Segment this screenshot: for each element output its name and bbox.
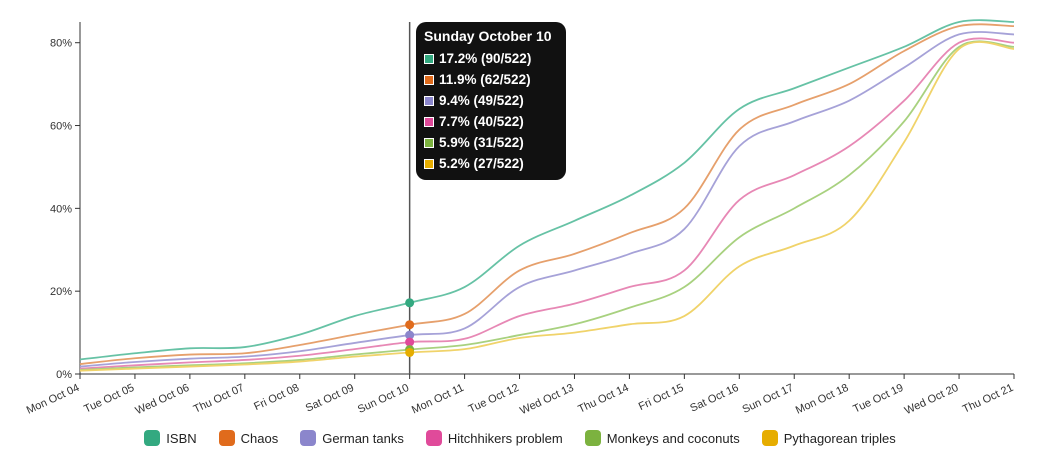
x-tick-label: Mon Oct 11 — [410, 382, 466, 417]
legend-label: Chaos — [240, 430, 279, 446]
hover-marker-chaos — [405, 320, 415, 330]
hover-marker-hitchhikers-problem — [405, 337, 415, 347]
x-tick-label: Thu Oct 14 — [576, 382, 630, 416]
chart-legend: ISBN Chaos German tanks Hitchhikers prob… — [0, 430, 1040, 446]
tooltip-row-monkeys: 5.9% (31/522) — [424, 132, 558, 153]
y-tick-label: 40% — [50, 203, 72, 215]
y-tick-label: 60% — [50, 121, 72, 133]
tooltip-swatch — [424, 53, 434, 64]
series-line-hitchhikers-problem — [79, 37, 1015, 370]
tooltip-value: 7.7% (40/522) — [439, 114, 524, 129]
tooltip-row-pythagorean: 5.2% (27/522) — [424, 153, 558, 174]
x-tick-label: Sun Oct 17 — [741, 382, 796, 416]
legend-label: Hitchhikers problem — [447, 430, 563, 446]
tooltip-swatch — [424, 74, 434, 85]
hover-marker-pythagorean-triples — [405, 347, 415, 357]
x-tick-label: Thu Oct 21 — [961, 382, 1015, 416]
tooltip-value: 5.9% (31/522) — [439, 135, 524, 150]
legend-item-isbn[interactable]: ISBN — [144, 430, 197, 446]
tooltip-swatch — [424, 158, 434, 169]
x-tick-label: Thu Oct 07 — [192, 382, 246, 416]
hover-marker-isbn — [405, 298, 415, 308]
legend-label: ISBN — [166, 430, 197, 446]
legend-item-hitchhikers[interactable]: Hitchhikers problem — [425, 430, 563, 446]
legend-swatch — [425, 430, 442, 446]
x-tick-label: Fri Oct 08 — [252, 382, 301, 413]
y-tick-label: 0% — [56, 369, 72, 381]
tooltip-row-isbn: 17.2% (90/522) — [424, 48, 558, 69]
tooltip-title: Sunday October 10 — [424, 28, 552, 44]
x-tick-label: Sat Oct 16 — [688, 382, 740, 415]
hover-marker-german-tanks — [405, 330, 415, 340]
legend-swatch — [144, 430, 161, 446]
tooltip-row-german-tanks: 9.4% (49/522) — [424, 90, 558, 111]
y-tick-label: 80% — [50, 38, 72, 50]
legend-swatch — [300, 430, 317, 446]
x-tick-label: Mon Oct 18 — [794, 382, 851, 417]
hover-tooltip: Sunday October 10 17.2% (90/522) 11.9% (… — [416, 22, 566, 180]
x-tick-label: Tue Oct 19 — [851, 382, 905, 416]
series-line-german-tanks — [79, 31, 1015, 368]
series-line-chaos — [79, 23, 1015, 365]
legend-label: Pythagorean triples — [783, 430, 896, 446]
legend-label: Monkeys and coconuts — [606, 430, 740, 446]
legend-label: German tanks — [322, 430, 404, 446]
x-tick-label: Fri Oct 15 — [637, 382, 686, 413]
tooltip-row-chaos: 11.9% (62/522) — [424, 69, 558, 90]
x-tick-label: Wed Oct 13 — [518, 382, 576, 417]
series-line-monkeys-and-coconuts — [79, 40, 1015, 371]
tooltip-value: 9.4% (49/522) — [439, 93, 524, 108]
tooltip-swatch — [424, 116, 434, 127]
legend-item-german-tanks[interactable]: German tanks — [300, 430, 404, 446]
tooltip-value: 5.2% (27/522) — [439, 156, 524, 171]
legend-swatch — [584, 430, 601, 446]
series-line-isbn — [79, 19, 1015, 361]
tooltip-swatch — [424, 95, 434, 106]
tooltip-value: 11.9% (62/522) — [439, 72, 531, 87]
tooltip-swatch — [424, 137, 434, 148]
x-tick-label: Tue Oct 12 — [467, 382, 521, 416]
y-tick-label: 20% — [50, 286, 72, 298]
legend-swatch — [218, 430, 235, 446]
series-line-pythagorean-triples — [79, 41, 1015, 372]
x-tick-label: Sun Oct 10 — [356, 382, 411, 416]
tooltip-row-hitchhikers: 7.7% (40/522) — [424, 111, 558, 132]
x-tick-label: Tue Oct 05 — [82, 382, 136, 416]
x-tick-label: Sat Oct 09 — [304, 382, 356, 415]
legend-item-chaos[interactable]: Chaos — [218, 430, 279, 446]
legend-item-pythagorean[interactable]: Pythagorean triples — [761, 430, 896, 446]
legend-item-monkeys[interactable]: Monkeys and coconuts — [584, 430, 740, 446]
x-tick-label: Wed Oct 06 — [134, 382, 192, 417]
x-tick-label: Wed Oct 20 — [903, 382, 961, 417]
legend-swatch — [761, 430, 778, 446]
tooltip-value: 17.2% (90/522) — [439, 51, 532, 66]
x-tick-label: Mon Oct 04 — [25, 382, 82, 417]
